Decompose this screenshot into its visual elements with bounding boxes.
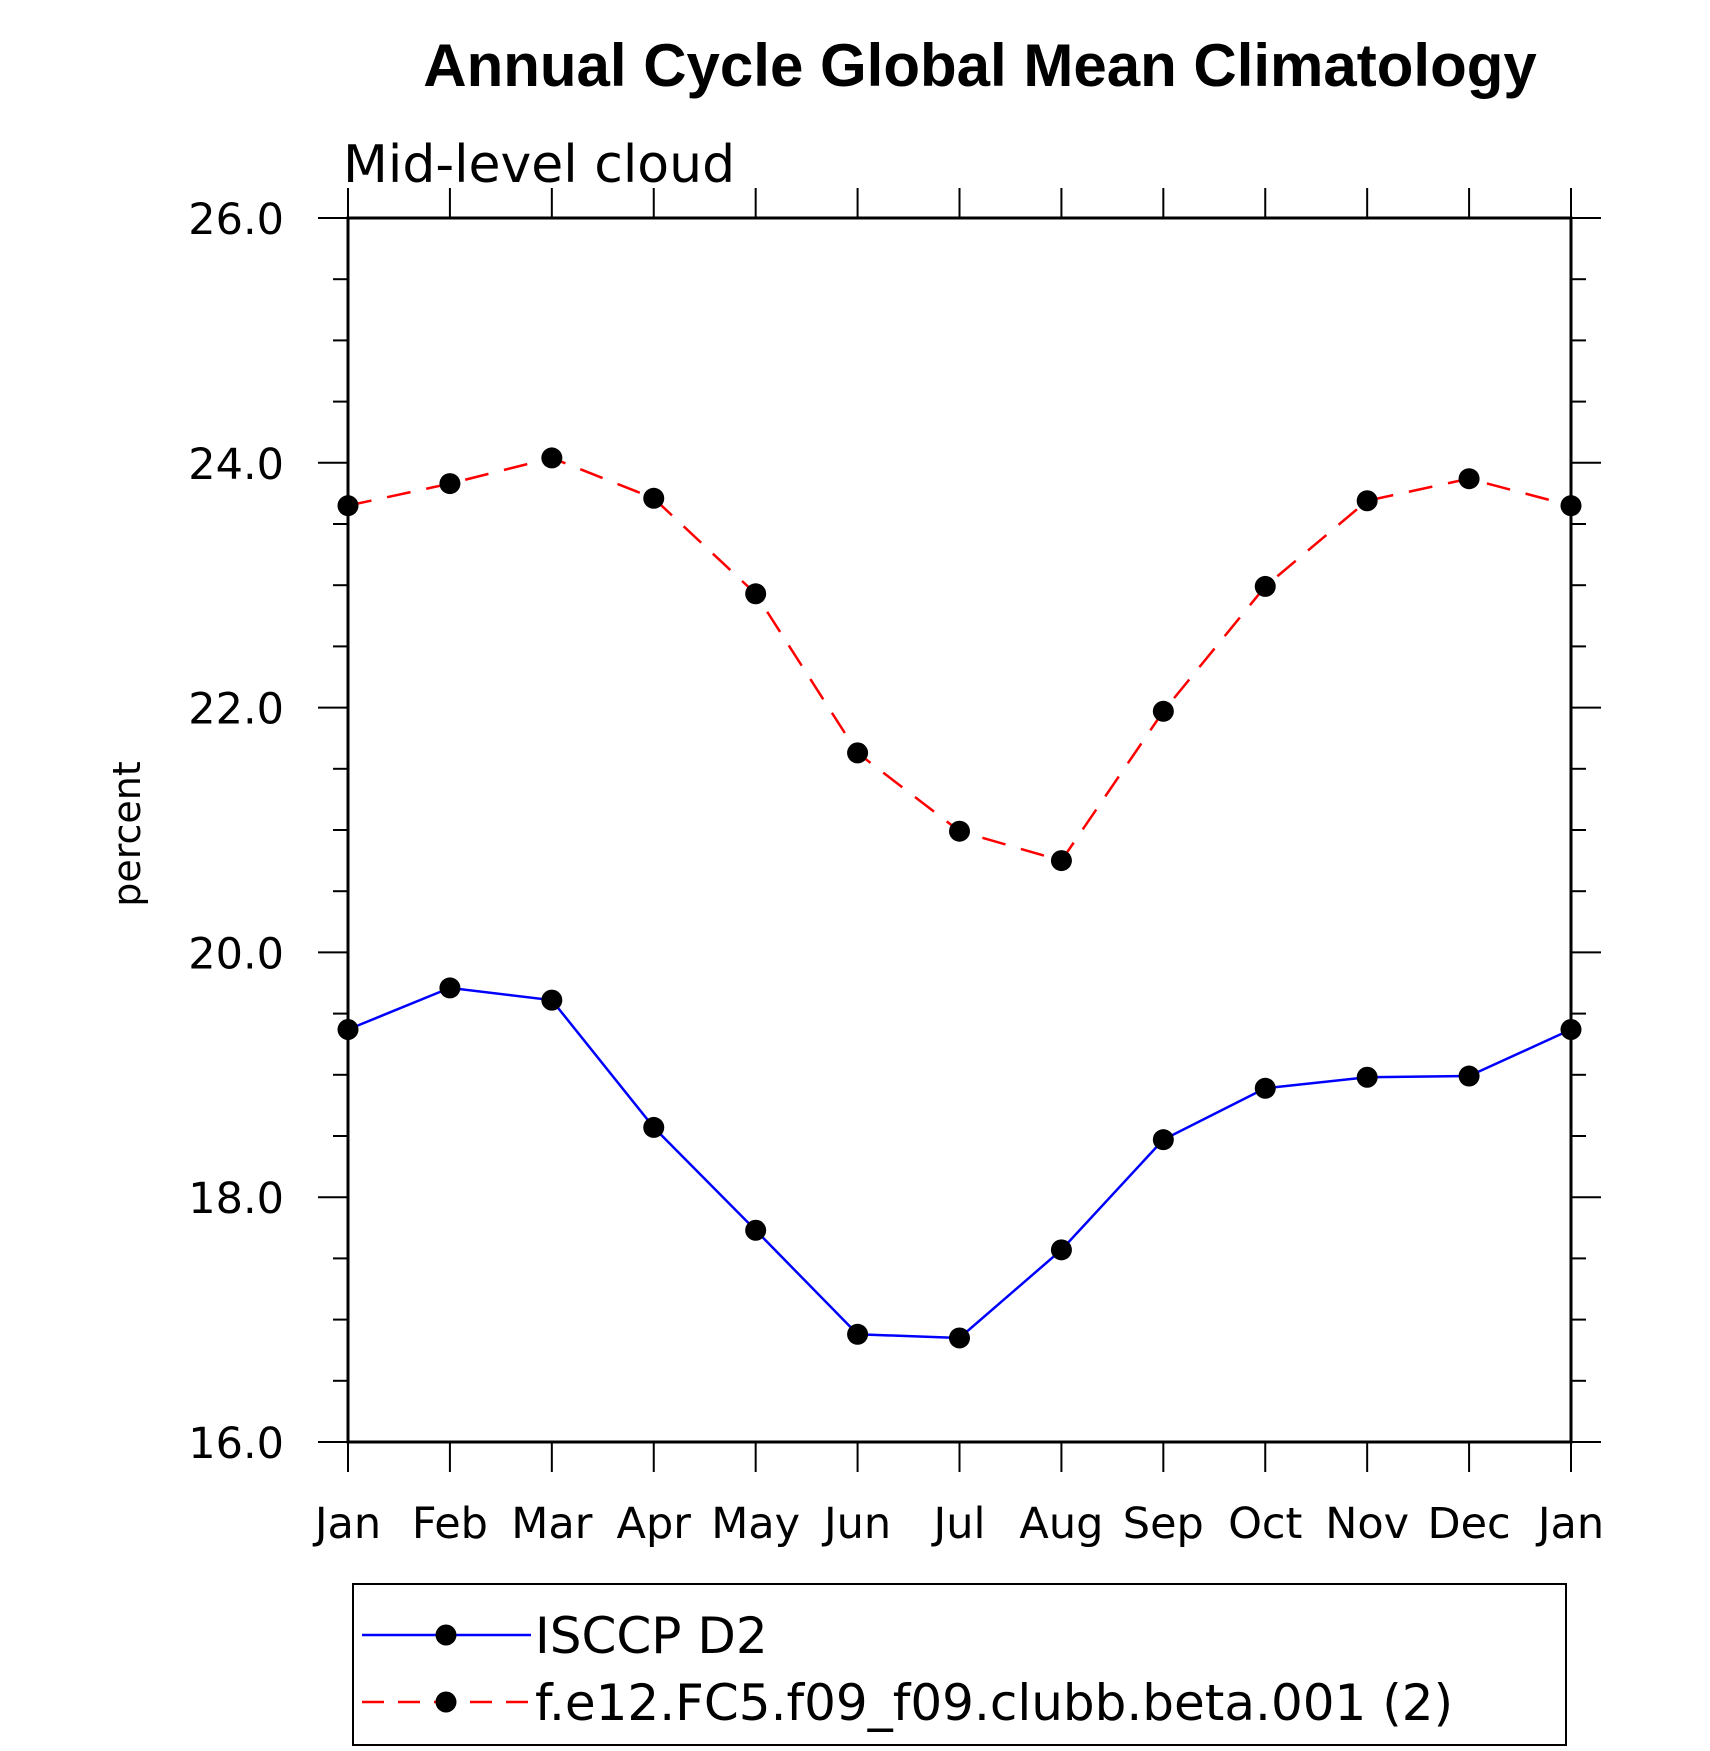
series-2-point [1050,850,1072,872]
legend-label-2: f.e12.FC5.f09_f09.clubb.beta.001 (2) [535,1674,1453,1732]
x-tick-label: May [711,1499,800,1549]
legend-marker-2 [435,1691,457,1713]
legend-label-1: ISCCP D2 [535,1607,768,1665]
x-tick-label: Oct [1228,1499,1302,1549]
legend: ISCCP D2 f.e12.FC5.f09_f09.clubb.beta.001… [362,1607,1453,1732]
series-1-point [847,1323,869,1345]
series-1-point [541,989,563,1011]
series-2-point [337,495,359,517]
series-line-2 [347,456,1572,863]
series-1-point [1254,1077,1276,1099]
series-2-point [1254,575,1276,597]
x-tick-label: Feb [412,1499,488,1549]
series-2-point [745,583,767,605]
y-tick-label: 22.0 [188,685,284,735]
plot-area: 16.0 18.0 20.0 22.0 24.0 26.0 Jan Feb Mar Apr May J… [188,188,1604,1549]
x-tick-label: Jul [931,1499,986,1549]
chart-subtitle: Mid-level cloud [343,135,735,195]
y-tick-label: 20.0 [188,929,284,979]
series-2-point [847,742,869,764]
series-1-point [1560,1019,1582,1041]
series-1-point [949,1327,970,1349]
series-line-1 [347,986,1572,1340]
series-1-point [1356,1066,1378,1088]
x-tick-label: Sep [1123,1499,1204,1549]
x-tick-label: Nov [1325,1499,1409,1549]
x-tick-label: Mar [511,1499,592,1549]
x-tick-label: Jun [821,1499,891,1549]
series-2-point [1356,490,1378,512]
series-2-point [949,820,970,842]
series-1-point [439,977,461,999]
series-2-point [541,447,563,469]
y-tick-label: 26.0 [188,195,284,245]
legend-marker-1 [435,1624,457,1646]
chart-title: Annual Cycle Global Mean Climatology [423,32,1537,99]
series-1-point [745,1219,767,1241]
y-tick-label: 16.0 [188,1419,284,1469]
y-tick-label: 18.0 [188,1174,284,1224]
x-tick-label: Jan [312,1499,381,1549]
series-2-point [1152,700,1174,722]
y-tick-label: 24.0 [188,440,284,490]
series-1-point [1050,1239,1072,1261]
x-tick-label: Apr [617,1499,692,1549]
y-axis-label: percent [105,761,149,907]
series-2-point [1560,495,1582,517]
series-1-point [1152,1129,1174,1151]
legend-box [352,1583,1567,1746]
series-2-point [643,487,665,509]
series-1-point [643,1116,665,1138]
series-2-point [439,473,461,495]
series-2-point [1458,468,1480,490]
x-tick-label: Jan [1535,1499,1604,1549]
series-1-point [337,1019,359,1041]
x-tick-label: Dec [1427,1499,1510,1549]
series-1-point [1458,1065,1480,1087]
x-tick-label: Aug [1019,1499,1103,1549]
